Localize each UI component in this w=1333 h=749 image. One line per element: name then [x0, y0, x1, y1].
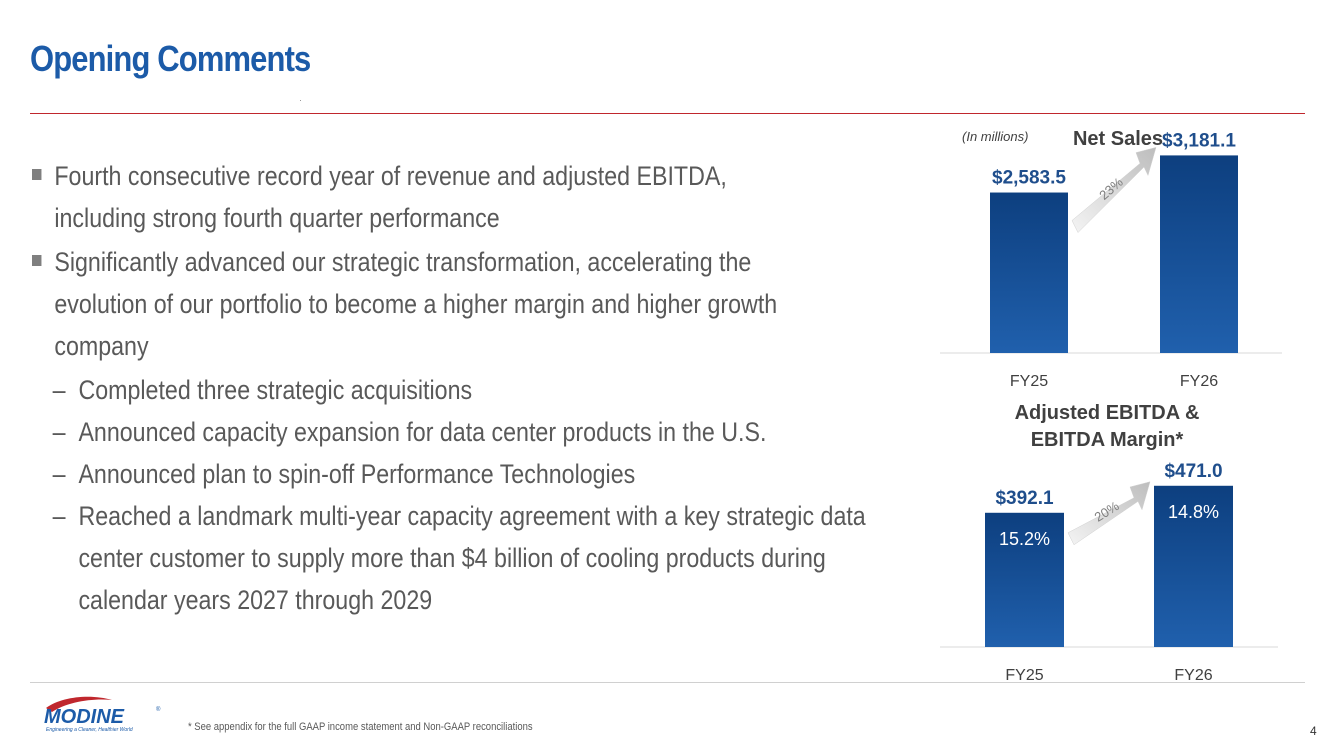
bullet-line: Announced plan to spin-off Performance T… — [78, 459, 636, 489]
x-tick-label: FY25 — [1010, 373, 1048, 390]
sub-bullet-item: Announced capacity expansion for data ce… — [32, 411, 789, 453]
bar-value-label: $2,583.5 — [992, 168, 1066, 189]
x-tick-label: FY26 — [1174, 667, 1212, 684]
growth-arrow — [1071, 147, 1157, 233]
sub-bullet-item: Completed three strategic acquisitions — [32, 369, 789, 411]
page-number: 4 — [1310, 724, 1317, 738]
x-tick-label: FY26 — [1180, 373, 1218, 390]
bullet-item: Fourth consecutive record year of revenu… — [32, 155, 789, 239]
bullet-line: Announced capacity expansion for data ce… — [78, 417, 767, 447]
bullet-line: calendar years 2027 through 2029 — [78, 585, 433, 615]
bar-fy25 — [985, 512, 1064, 647]
modine-logo: MODINE ® Engineering a Cleaner, Healthie… — [44, 696, 161, 733]
bullet-line: company — [54, 331, 149, 361]
bullet-line: Fourth consecutive record year of revenu… — [54, 161, 727, 191]
bullet-line: Significantly advanced our strategic tra… — [54, 247, 752, 277]
unit-note: (In millions) — [962, 129, 1028, 144]
growth-arrow — [1067, 481, 1151, 546]
bullet-item: Significantly advanced our strategic tra… — [32, 241, 789, 367]
bullet-line: including strong fourth quarter performa… — [54, 203, 500, 233]
footer-divider — [30, 682, 1305, 683]
bar-value-label: $471.0 — [1164, 461, 1222, 482]
title-divider — [30, 113, 1305, 114]
margin-label: 14.8% — [1168, 502, 1219, 522]
bar-value-label: $3,181.1 — [1162, 130, 1236, 151]
sub-bullet-item: Announced plan to spin-off Performance T… — [32, 453, 789, 495]
bar-fy26 — [1160, 155, 1238, 353]
bar-fy26 — [1154, 485, 1233, 647]
chart-title-line: EBITDA Margin* — [1031, 429, 1184, 451]
svg-text:Engineering a Cleaner, Healthi: Engineering a Cleaner, Healthier World — [46, 727, 133, 733]
margin-label: 15.2% — [999, 529, 1050, 549]
bar-value-label: $392.1 — [995, 488, 1054, 509]
bullet-line: evolution of our portfolio to become a h… — [54, 289, 778, 319]
sub-bullet-item: Reached a landmark multi-year capacity a… — [32, 495, 866, 621]
svg-text:MODINE: MODINE — [44, 706, 125, 728]
chart-title-line: Adjusted EBITDA & — [1015, 402, 1200, 424]
bullet-list: Fourth consecutive record year of revenu… — [32, 155, 866, 621]
chart-title: Net Sales — [1073, 128, 1163, 150]
x-tick-label: FY25 — [1005, 667, 1043, 684]
bullet-line: center customer to supply more than $4 b… — [78, 543, 826, 573]
footnote: * See appendix for the full GAAP income … — [188, 721, 533, 733]
bar-fy25 — [990, 192, 1068, 353]
page-title: Opening Comments — [30, 38, 311, 79]
bullet-line: Reached a landmark multi-year capacity a… — [78, 501, 866, 531]
bullet-line: Completed three strategic acquisitions — [78, 375, 473, 405]
stray-mark — [300, 100, 301, 101]
svg-text:®: ® — [156, 706, 161, 713]
